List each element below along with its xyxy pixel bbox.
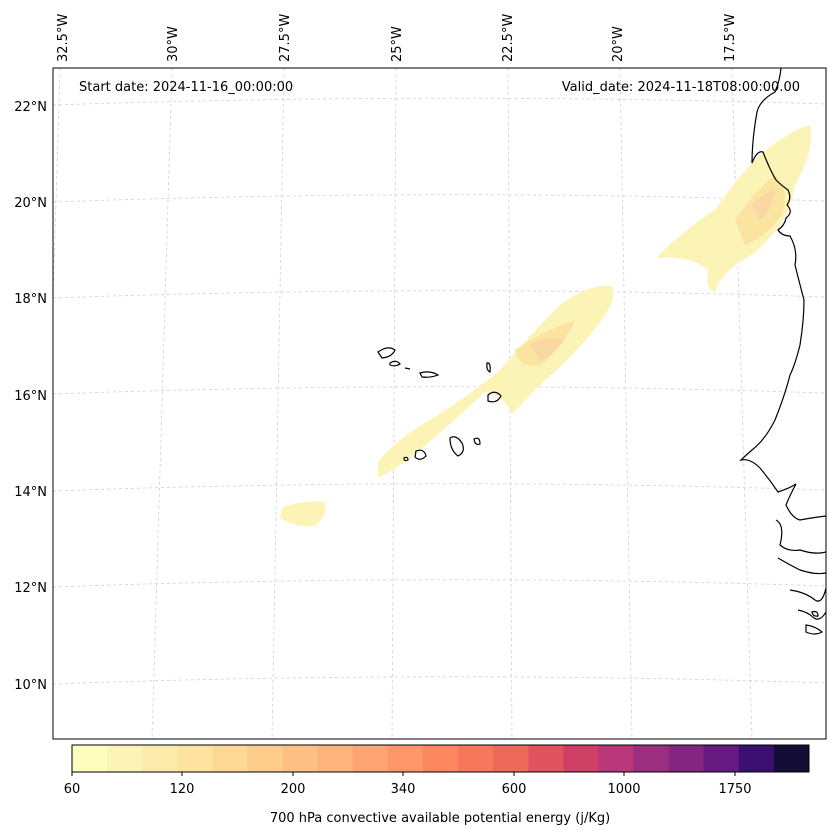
colorbar-segment [212,745,248,772]
start-date-annotation: Start date: 2024-11-16_00:00:00 [79,80,293,95]
colorbar-tick-label: 1750 [718,782,751,797]
map-background [53,68,826,739]
meridian-gridline [271,68,285,739]
island-brava [403,456,409,462]
lon-label: 32.5°W [56,14,71,62]
lat-label: 22°N [14,100,47,115]
island-sao-vicente [389,360,401,367]
lat-label: 10°N [14,678,47,693]
bijagos-coastline [797,609,826,620]
island-fogo [414,449,427,460]
parallel-gridline [53,676,826,685]
parallel-gridline [53,483,826,492]
coastlines [377,68,826,635]
colorbar-segment [317,745,354,772]
gambia-coastline [775,519,826,554]
lon-label: 25°W [390,26,405,62]
colorbar-tick-label: 340 [391,782,416,797]
island-santo-antao [377,347,396,359]
guinea-coastline [789,587,826,602]
meridian-gridline [731,68,753,739]
colorbar-segment [633,745,670,772]
cape-core-northeast-inner [752,190,775,220]
cape-field [280,125,811,527]
colorbar-segment [738,745,775,772]
meridian-gridline [53,68,61,301]
colorbar-tick-label: 120 [170,782,195,797]
parallel-gridline [53,386,826,395]
island-maio [473,437,481,446]
colorbar-tick-label: 200 [281,782,306,797]
colorbar-ticks [71,772,736,776]
colorbar-segment [72,745,108,772]
cape-core-central-inner [530,338,563,360]
colorbar-segment [387,745,424,772]
lon-label: 20°W [611,26,626,62]
lat-label: 12°N [14,581,47,596]
cape-band-northeast [658,125,811,292]
map-frame [52,67,827,740]
cape-patch-southwest [280,501,326,527]
colorbar-tick-label: 1000 [607,782,640,797]
colorbar-segment [528,745,564,772]
bijagos-islet [811,610,819,617]
colorbar-tick-label: 600 [502,782,527,797]
colorbar-segment [107,745,143,772]
lon-label: 27.5°W [278,14,293,62]
gridlines [53,68,826,739]
colorbar-segment [703,745,740,772]
colorbar-segment [282,745,319,772]
meridian-gridline [507,68,513,739]
island-sao-nicolau [419,371,440,378]
meridian-gridline [391,68,397,739]
colorbar-segment [177,745,213,772]
colorbar-segment [563,745,599,772]
colorbar-segment [352,745,389,772]
colorbar-frame [71,744,810,773]
island-santiago [449,436,464,457]
west-africa-coastline [739,68,826,521]
colorbar-segment [773,745,810,772]
colorbar-segment [668,745,705,772]
parallel-gridline [53,194,826,203]
colorbar-segment [458,745,494,772]
colorbar-segment [422,745,459,772]
guinea-bissau-coastline [777,557,826,575]
parallel-gridline [53,579,826,588]
parallel-gridline [53,290,826,299]
colorbar-tick-label: 60 [64,782,81,797]
colorbar [72,745,810,772]
meridian-gridline [151,68,173,739]
lon-label: 17.5°W [723,14,738,62]
colorbar-title: 700 hPa convective available potential e… [270,811,610,826]
valid-date-annotation: Valid_date: 2024-11-18T08:00:00.00 [562,80,800,95]
bijagos-island [805,624,824,635]
colorbar-segment [247,745,284,772]
lon-label: 30°W [166,26,181,62]
island-sal [486,362,491,373]
colorbar-segment [598,745,635,772]
lon-label: 22.5°W [501,14,516,62]
lat-label: 14°N [14,485,47,500]
colorbar-segment [142,745,178,772]
map-content [53,68,826,739]
meridian-gridline [619,68,633,739]
lat-label: 20°N [14,196,47,211]
lat-label: 16°N [14,389,47,404]
parallel-gridline [53,97,826,106]
island-boa-vista [487,391,502,403]
colorbar-segment [493,745,529,772]
island-santa-luzia [404,367,411,370]
lat-label: 18°N [14,292,47,307]
